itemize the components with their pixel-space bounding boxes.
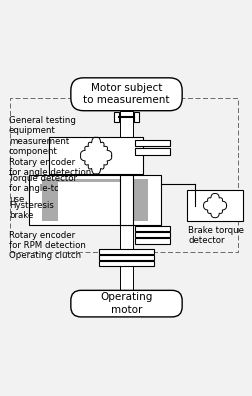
Bar (49, 137, 142, 174)
Bar (98, 261, 154, 266)
Text: Hysteresis
brake: Hysteresis brake (9, 200, 53, 220)
FancyBboxPatch shape (71, 78, 181, 111)
Text: Rotary encoder
for angle detection: Rotary encoder for angle detection (9, 158, 91, 177)
Bar (134, 226, 169, 231)
FancyBboxPatch shape (71, 290, 181, 317)
Text: Brake torque
detector: Brake torque detector (188, 226, 243, 245)
Bar (134, 238, 169, 244)
Text: Torque detector
for angle-torque
use: Torque detector for angle-torque use (9, 174, 79, 204)
Bar (98, 255, 154, 260)
Text: Rotary encoder
for RPM detection: Rotary encoder for RPM detection (9, 231, 85, 250)
Bar (113, 112, 118, 122)
Bar (134, 140, 169, 147)
Bar (186, 190, 242, 221)
Text: General testing
equipment
measurement
component: General testing equipment measurement co… (9, 116, 75, 156)
Bar (134, 232, 169, 237)
Bar (42, 179, 147, 192)
Bar (58, 182, 131, 221)
Bar (131, 187, 147, 221)
Text: Operating
motor: Operating motor (100, 292, 152, 315)
Text: Motor subject
to measurement: Motor subject to measurement (83, 83, 169, 105)
Bar (119, 111, 133, 291)
Bar (119, 175, 133, 225)
Bar (134, 112, 139, 122)
Text: Operating clutch: Operating clutch (9, 251, 81, 260)
Bar (134, 148, 169, 155)
Bar (42, 187, 58, 221)
Bar (29, 175, 160, 225)
Bar (10, 98, 237, 252)
Bar (98, 249, 154, 254)
